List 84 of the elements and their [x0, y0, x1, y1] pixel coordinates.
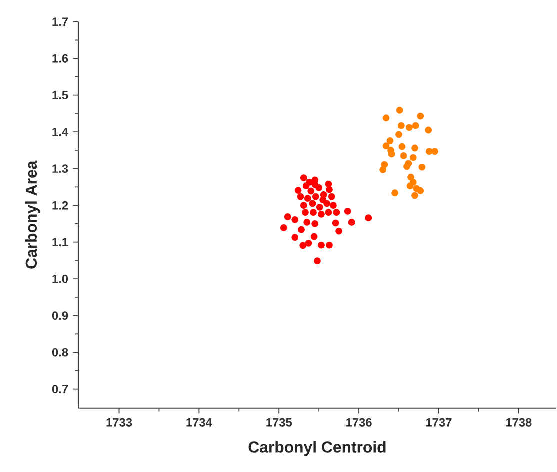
point	[425, 126, 432, 134]
point	[318, 210, 325, 218]
point	[396, 131, 402, 138]
point	[305, 240, 312, 247]
point	[408, 174, 414, 181]
y-tick-label: 1.3	[52, 164, 68, 174]
point	[310, 233, 318, 240]
x-axis-title: Carbonyl Centroid	[248, 441, 386, 456]
point	[418, 164, 426, 171]
point	[302, 209, 309, 216]
point	[310, 209, 317, 216]
point	[426, 148, 433, 156]
point	[300, 174, 308, 182]
point	[306, 178, 313, 186]
point	[316, 204, 324, 211]
y-tick-label: 0.8	[52, 348, 68, 357]
y-tick-label: 1.7	[52, 18, 68, 26]
point	[294, 187, 302, 194]
point	[312, 220, 319, 228]
point	[304, 219, 311, 226]
point	[432, 148, 438, 156]
point	[325, 209, 332, 216]
point	[406, 182, 414, 190]
point	[410, 154, 417, 162]
point	[417, 112, 424, 120]
point	[314, 258, 321, 265]
point	[304, 195, 312, 202]
point	[381, 161, 388, 168]
y-tick-label: 1.4	[52, 128, 68, 136]
point	[406, 124, 413, 132]
y-tick-label: 1.0	[52, 274, 68, 284]
y-tick-label: 0.7	[52, 385, 68, 394]
point	[300, 242, 307, 250]
point	[332, 220, 340, 227]
x-tick-label: 1736	[346, 418, 372, 427]
x-tick-label: 1733	[106, 418, 132, 427]
point	[344, 208, 352, 215]
point	[398, 143, 406, 150]
point	[417, 187, 424, 194]
y-axis-title: Carbonyl Area	[25, 160, 40, 269]
x-tick-label: 1734	[186, 418, 212, 427]
point	[396, 106, 404, 114]
point	[333, 209, 340, 216]
y-tick-label: 1.1	[52, 238, 68, 246]
point	[365, 214, 372, 222]
point	[318, 242, 325, 249]
point	[348, 219, 356, 226]
point	[298, 226, 305, 234]
point	[382, 142, 390, 150]
point	[312, 181, 319, 188]
y-tick-label: 1.2	[52, 201, 68, 210]
point	[292, 216, 299, 224]
point	[336, 228, 343, 235]
point	[330, 202, 337, 210]
x-tick-label: 1738	[506, 418, 532, 427]
point	[308, 188, 315, 195]
point	[400, 152, 408, 160]
point	[382, 114, 390, 122]
point	[412, 144, 418, 152]
point	[309, 200, 316, 208]
y-tick-label: 1.6	[52, 54, 68, 63]
point	[326, 186, 333, 194]
x-tick-label: 1735	[266, 418, 292, 427]
point	[412, 192, 418, 200]
point	[392, 190, 398, 197]
point	[405, 160, 412, 168]
point	[312, 193, 320, 200]
point	[380, 166, 386, 174]
y-tick-label: 0.9	[52, 312, 68, 320]
point	[300, 202, 308, 210]
point	[388, 150, 396, 158]
y-tick-label: 1.5	[52, 91, 68, 100]
x-tick-label: 1737	[426, 418, 452, 427]
point	[412, 122, 420, 130]
point	[398, 122, 405, 130]
point	[328, 193, 336, 200]
point	[326, 242, 333, 249]
point	[325, 180, 332, 188]
point	[292, 234, 299, 241]
point	[280, 224, 288, 232]
point	[386, 137, 394, 144]
point	[320, 196, 327, 204]
point	[284, 214, 292, 220]
point	[297, 193, 304, 200]
